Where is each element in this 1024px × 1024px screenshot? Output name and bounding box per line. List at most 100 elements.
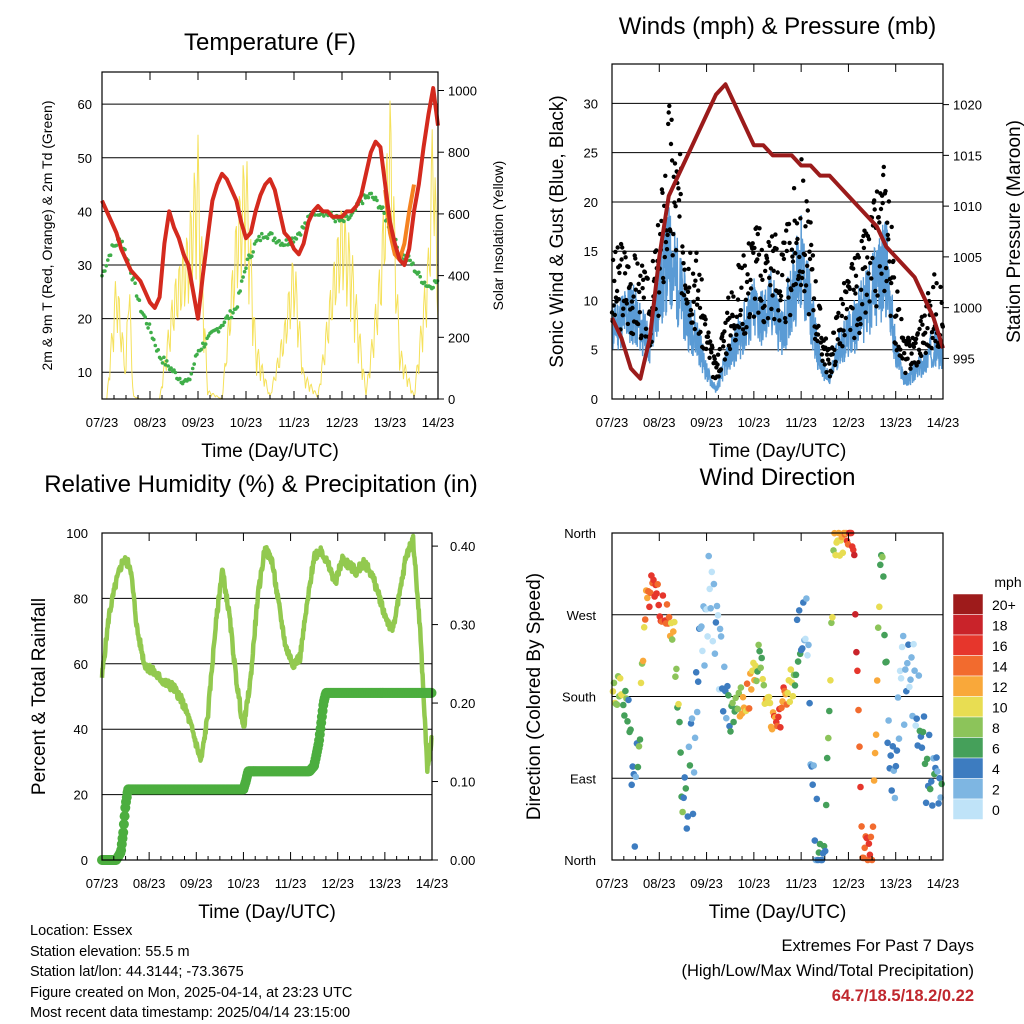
panel3-xlabel: Time (Day/UTC)	[709, 902, 847, 923]
gust-point	[835, 314, 840, 319]
dewpoint-point	[313, 213, 317, 217]
gust-point	[840, 301, 846, 307]
gust-point	[766, 239, 771, 245]
direction-point	[724, 682, 731, 690]
gust-point	[872, 198, 877, 203]
gust-point	[726, 295, 731, 300]
direction-point	[871, 749, 879, 757]
panel2-xtick-label: 11/23	[275, 876, 307, 891]
panel3-xtick-label: 14/23	[927, 876, 960, 891]
gust-point	[727, 315, 732, 321]
legend-swatch	[952, 634, 984, 656]
direction-point	[879, 553, 886, 561]
gust-point	[622, 250, 627, 255]
direction-point	[679, 808, 686, 816]
gust-point	[832, 347, 837, 353]
direction-point	[791, 682, 799, 689]
direction-point	[928, 778, 935, 785]
panel3-xtick-label: 13/23	[879, 876, 912, 891]
extremes-subtitle: (High/Low/Max Wind/Total Precipitation)	[681, 962, 974, 980]
precip-point	[119, 811, 130, 822]
direction-point	[629, 763, 636, 770]
gust-point	[917, 326, 922, 332]
gust-point	[860, 302, 865, 307]
panel1-xtick-label: 10/23	[738, 415, 771, 430]
gust-point	[672, 161, 678, 166]
gust-point	[740, 327, 746, 332]
direction-point	[908, 654, 915, 661]
gust-point	[841, 281, 847, 286]
direction-point	[680, 794, 687, 802]
dewpoint-point	[298, 233, 303, 237]
gust-point	[633, 287, 638, 292]
direction-point	[809, 781, 816, 788]
gust-point	[635, 321, 641, 327]
gust-point	[622, 271, 628, 276]
rh-ytick-label: 80	[74, 591, 88, 606]
gust-point	[866, 237, 872, 242]
direction-point	[621, 712, 628, 719]
direction-point	[893, 747, 901, 754]
pressure-ytick-label: 1000	[953, 301, 982, 316]
direction-point	[887, 752, 894, 759]
gust-point	[718, 367, 724, 372]
dewpoint-point	[265, 236, 270, 241]
direction-point	[786, 698, 794, 706]
gust-point	[784, 228, 789, 233]
gust-point	[743, 331, 748, 336]
direction-point	[743, 680, 751, 687]
gust-point	[784, 248, 789, 254]
dewpoint-point	[417, 270, 421, 275]
direction-point	[811, 837, 819, 844]
gust-point	[628, 282, 633, 287]
gust-point	[662, 254, 667, 260]
gust-point	[775, 270, 780, 275]
gust-point	[755, 231, 760, 237]
direction-point	[752, 662, 759, 670]
station-info: Location: Essex Station elevation: 55.5 …	[30, 921, 352, 1024]
dewpoint-point	[147, 322, 152, 326]
gust-point	[899, 316, 904, 322]
gust-point	[759, 247, 764, 253]
direction-point	[620, 701, 627, 709]
gust-point	[640, 286, 645, 291]
pressure-ytick-label: 1020	[953, 98, 982, 113]
gust-point	[840, 344, 845, 349]
legend-swatch	[952, 593, 984, 615]
pressure-ytick-label: 1005	[953, 250, 982, 265]
gust-point	[920, 322, 925, 327]
panel0-title: Temperature (F)	[184, 29, 356, 56]
panel3-xtick-label: 12/23	[832, 876, 865, 891]
dewpoint-point	[156, 348, 160, 352]
gust-point	[866, 271, 871, 276]
gust-point	[699, 277, 704, 282]
gust-point	[865, 255, 870, 260]
gust-point	[774, 246, 779, 251]
latlon-text: Station lat/lon: 44.3144; -73.3675	[30, 964, 244, 980]
direction-point	[686, 762, 694, 769]
gust-point	[618, 241, 624, 247]
gust-point	[854, 284, 859, 289]
gust-point	[716, 374, 721, 379]
direction-point	[756, 647, 763, 655]
gust-point	[623, 255, 628, 260]
panel1-xtick-label: 14/23	[927, 415, 960, 430]
direction-point	[689, 810, 697, 818]
dewpoint-point	[382, 211, 387, 215]
gust-point	[925, 326, 930, 331]
gust-point	[765, 259, 770, 264]
gust-point	[878, 206, 884, 212]
gust-point	[798, 282, 804, 288]
direction-point	[691, 734, 699, 742]
gust-point	[889, 224, 894, 230]
dewpoint-point	[260, 231, 264, 236]
gust-point	[902, 351, 907, 356]
gust-point	[722, 329, 727, 334]
direction-point	[919, 728, 927, 736]
gust-point	[762, 303, 767, 309]
direction-point	[730, 718, 737, 726]
rh-ytick-label: 100	[66, 526, 88, 541]
gust-point	[746, 241, 751, 246]
direction-point	[856, 743, 863, 750]
panel0-xtick-label: 11/23	[278, 415, 310, 430]
